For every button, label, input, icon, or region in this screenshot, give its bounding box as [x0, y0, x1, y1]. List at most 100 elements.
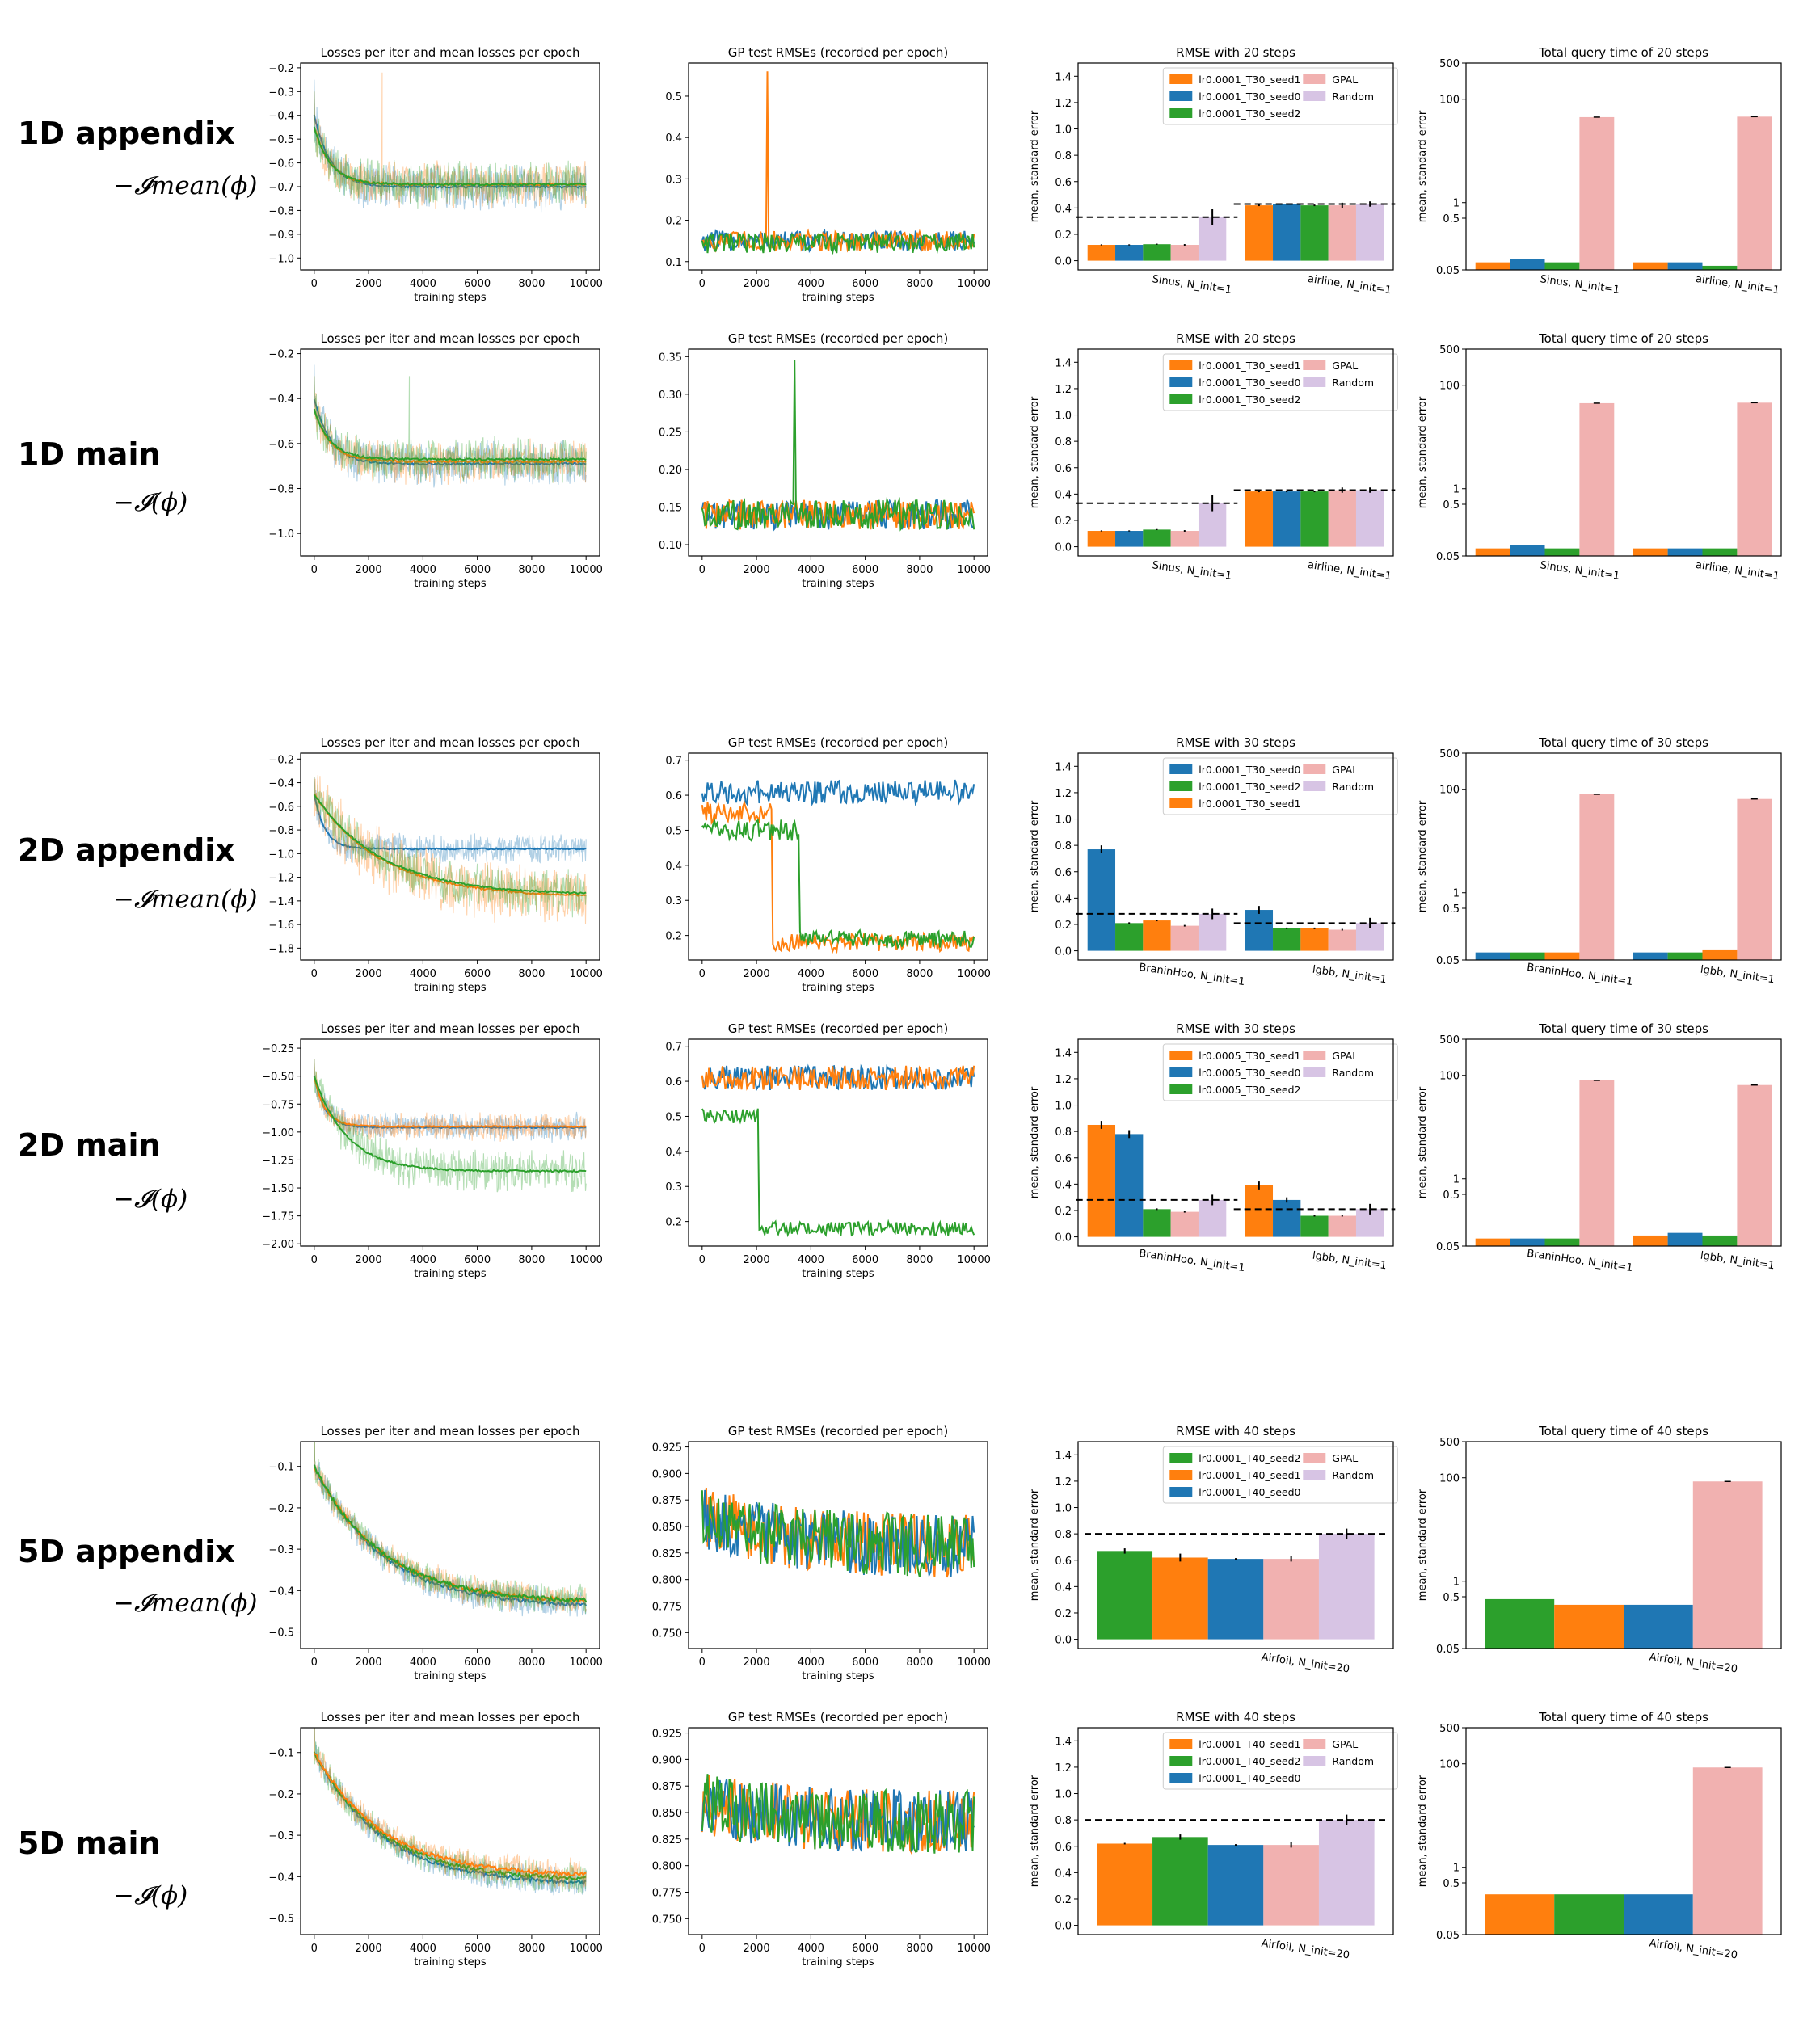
plot-area — [313, 72, 587, 213]
x-tick-label: 4000 — [410, 1943, 436, 1955]
x-category-label: lgbb, N_init=1 — [1312, 964, 1388, 987]
axes-frame — [688, 1038, 988, 1247]
loss-series-mean — [314, 1753, 587, 1887]
x-axis-label: training steps — [802, 982, 874, 994]
legend-swatch — [1169, 108, 1193, 118]
legend: lr0.0001_T30_seed1 lr0.0001_T30_seed0 lr0.… — [1162, 67, 1398, 125]
loss-series-mean — [313, 409, 587, 464]
y-tick-label: 0.875 — [652, 1781, 682, 1793]
y-tick-label: 0.2 — [1055, 1608, 1072, 1620]
bar — [1328, 205, 1356, 261]
y-tick-label: 0.3 — [665, 895, 682, 907]
y-tick-label: 100 — [1439, 381, 1460, 393]
y-tick-label: 0.0 — [1055, 1921, 1072, 1933]
legend-swatch — [1169, 91, 1193, 101]
y-tick-label: 0.8 — [1055, 840, 1072, 853]
bar — [1115, 923, 1144, 951]
y-tick-label: 100 — [1439, 1071, 1460, 1083]
legend-swatch — [1303, 764, 1326, 774]
bar — [1633, 262, 1668, 270]
x-tick-label: 8000 — [518, 278, 545, 290]
y-tick-label: 0.05 — [1436, 1241, 1460, 1253]
legend-label: lr0.0005_T30_seed1 — [1199, 1050, 1300, 1062]
row-label-2d-appendix: 2D appendix — [18, 832, 235, 868]
loss-series-mean — [314, 1753, 587, 1877]
y-tick-label: 0.15 — [659, 502, 682, 514]
plot-area — [701, 360, 975, 532]
legend-label: lr0.0001_T40_seed0 — [1199, 1772, 1300, 1784]
bar — [1692, 1481, 1763, 1649]
loss-series-mean — [313, 408, 587, 461]
legend-box — [1162, 1732, 1398, 1790]
axes-frame — [1077, 348, 1394, 557]
y-tick-label: 0.20 — [659, 465, 682, 477]
bar — [1355, 204, 1384, 261]
legend-label: lr0.0001_T30_seed1 — [1199, 74, 1300, 86]
chart-r3c2: RMSE with 30 steps 0.0 0.2 0.4 0.6 0.8 1.0 1.2 1… — [1020, 1017, 1400, 1286]
x-tick-label: 0 — [311, 278, 318, 290]
bar — [1737, 798, 1772, 960]
axes-frame — [1077, 1038, 1394, 1247]
y-axis-label: mean, standard error — [1029, 396, 1041, 508]
y-axis-label: mean, standard error — [1417, 1489, 1429, 1601]
bar — [1702, 949, 1738, 960]
x-tick-label: 10000 — [958, 1657, 991, 1669]
legend-box — [1162, 353, 1398, 411]
loss-series-raw — [314, 1059, 587, 1193]
y-tick-label: 1.4 — [1055, 71, 1072, 83]
y-axis-label: mean, standard error — [1029, 1775, 1041, 1887]
chart-title: RMSE with 40 steps — [1176, 1710, 1295, 1724]
bar — [1544, 1238, 1580, 1246]
plot-area — [701, 1774, 975, 1856]
y-tick-label: 0.5 — [1443, 499, 1460, 512]
chart-svg-r2c3: Total query time of 30 steps 0.05 0.5 1 100 5… — [1417, 735, 1782, 988]
bar — [1624, 1894, 1693, 1935]
bar — [1245, 491, 1274, 547]
loss-series-raw — [314, 376, 587, 485]
x-tick-label: 8000 — [518, 1254, 545, 1266]
x-tick-label: 2000 — [356, 1254, 382, 1266]
chart-r4c0: Losses per iter and mean losses per epoc… — [242, 1419, 622, 1689]
y-tick-label: 500 — [1439, 1723, 1460, 1735]
x-category-label: airline, N_init=1 — [1307, 559, 1392, 583]
y-tick-label: −0.75 — [262, 1099, 294, 1111]
x-category-label: BraninHoo, N_init=1 — [1138, 962, 1245, 988]
row-formula-1d-appendix: −𝓘mean(ϕ) — [113, 171, 258, 200]
y-tick-label: 1.0 — [1055, 1101, 1072, 1113]
x-tick-label: 0 — [311, 1657, 318, 1669]
axes-frame — [300, 1441, 600, 1649]
y-tick-label: −1.75 — [262, 1211, 294, 1223]
bar — [1579, 116, 1615, 270]
y-tick-label: 0.05 — [1436, 1930, 1460, 1942]
y-tick-label: −1.0 — [268, 848, 294, 861]
bar — [1579, 794, 1615, 960]
y-tick-label: −0.4 — [268, 111, 294, 123]
x-tick-label: 10000 — [570, 278, 603, 290]
chart-title: GP test RMSEs (recorded per epoch) — [728, 1424, 948, 1438]
y-tick-label: 0.825 — [652, 1548, 682, 1560]
axes-frame — [1077, 752, 1394, 961]
x-tick-label: 8000 — [518, 968, 545, 980]
chart-svg-r3c3: Total query time of 30 steps 0.05 0.5 1 100 5… — [1417, 1021, 1782, 1274]
y-tick-label: 0.2 — [1055, 229, 1072, 242]
chart-r4c1: GP test RMSEs (recorded per epoch) 0.750 0… — [630, 1419, 1010, 1689]
legend: lr0.0001_T40_seed2 lr0.0001_T40_seed1 lr0.… — [1162, 1446, 1398, 1504]
bar — [1300, 491, 1329, 547]
y-tick-label: 0.2 — [1055, 516, 1072, 528]
y-tick-label: 0.4 — [1055, 893, 1072, 905]
y-tick-label: 0.850 — [652, 1522, 682, 1534]
y-tick-label: 0.0 — [1055, 256, 1072, 268]
x-tick-label: 2000 — [744, 1657, 770, 1669]
x-tick-label: 8000 — [906, 968, 933, 980]
chart-r5c1: GP test RMSEs (recorded per epoch) 0.750 0… — [630, 1705, 1010, 1975]
chart-svg-r4c1: GP test RMSEs (recorded per epoch) 0.750 0… — [652, 1424, 991, 1682]
chart-r2c2: RMSE with 30 steps 0.0 0.2 0.4 0.6 0.8 1.0 1.2 1… — [1020, 731, 1400, 1000]
bar — [1485, 1894, 1555, 1935]
chart-r1c0: Losses per iter and mean losses per epoc… — [242, 326, 622, 596]
rmse-series — [701, 779, 975, 807]
chart-r2c3: Total query time of 30 steps 0.05 0.5 1 100 5… — [1408, 731, 1788, 1000]
y-tick-label: 1.4 — [1055, 357, 1072, 369]
legend-label: Random — [1332, 377, 1374, 389]
rmse-series — [701, 498, 975, 530]
loss-series-mean — [313, 1076, 587, 1128]
